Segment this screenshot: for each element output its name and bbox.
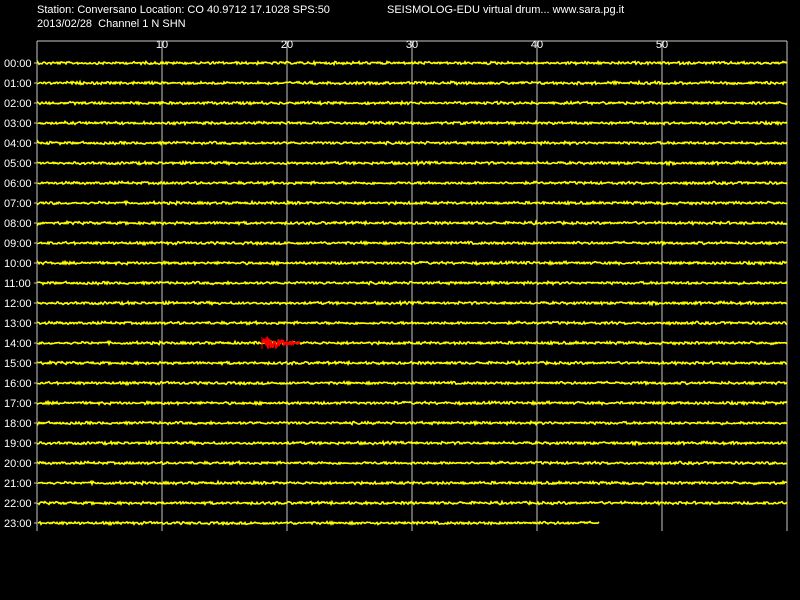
hour-label-10:00: 10:00	[4, 258, 32, 270]
trace-22:00	[37, 499, 788, 507]
hour-label-23:00: 23:00	[4, 518, 32, 530]
hour-label-19:00: 19:00	[4, 438, 32, 450]
hour-label-18:00: 18:00	[4, 418, 32, 430]
trace-12:00	[37, 299, 788, 307]
trace-13:00	[37, 319, 788, 327]
trace-08:00	[37, 219, 788, 227]
trace-23:00	[37, 520, 600, 527]
trace-11:00	[37, 279, 788, 287]
hour-label-02:00: 02:00	[4, 98, 32, 110]
trace-04:00	[37, 139, 788, 147]
hour-label-11:00: 11:00	[4, 278, 31, 290]
trace-10:00	[37, 259, 788, 267]
trace-09:00	[37, 240, 788, 247]
header-date-channel: 2013/02/28 Channel 1 N SHN	[37, 18, 186, 30]
hour-label-20:00: 20:00	[4, 458, 32, 470]
hour-label-22:00: 22:00	[4, 498, 32, 510]
trace-20:00	[37, 459, 788, 467]
hour-label-00:00: 00:00	[4, 58, 32, 70]
hour-labels: 00:00 01:00 02:00 03:00 04:00 05:00 06:00 07:00…	[4, 58, 32, 530]
hour-label-16:00: 16:00	[4, 378, 32, 390]
x-tick-labels: 10 20 30 40 50	[156, 39, 668, 51]
trace-07:00	[37, 199, 788, 207]
hour-label-07:00: 07:00	[4, 198, 32, 210]
header-station-info: Station: Conversano Location: CO 40.9712…	[37, 4, 330, 16]
event-14:00	[261, 336, 301, 350]
hour-label-03:00: 03:00	[4, 118, 32, 130]
trace-02:00	[37, 99, 788, 107]
grid-lines	[34, 40, 788, 531]
trace-16:00	[37, 380, 788, 387]
hour-label-06:00: 06:00	[4, 178, 32, 190]
seismic-events	[261, 336, 301, 350]
header-site-info: SEISMOLOG-EDU virtual drum... www.sara.p…	[387, 4, 625, 16]
trace-06:00	[37, 179, 788, 187]
hour-label-13:00: 13:00	[4, 318, 32, 330]
trace-03:00	[37, 119, 788, 127]
trace-15:00	[37, 359, 788, 367]
hour-label-17:00: 17:00	[4, 398, 32, 410]
hour-label-09:00: 09:00	[4, 238, 32, 250]
hour-label-15:00: 15:00	[4, 358, 32, 370]
trace-01:00	[37, 79, 788, 87]
x-tick-label-20: 20	[281, 39, 293, 51]
trace-21:00	[37, 479, 788, 487]
hour-label-04:00: 04:00	[4, 138, 32, 150]
trace-19:00	[37, 439, 788, 447]
trace-00:00	[37, 59, 788, 67]
hour-label-14:00: 14:00	[4, 338, 32, 350]
trace-14:00	[37, 339, 788, 347]
hour-label-08:00: 08:00	[4, 218, 32, 230]
hour-label-21:00: 21:00	[4, 478, 32, 490]
trace-18:00	[37, 419, 788, 427]
x-tick-label-40: 40	[531, 39, 543, 51]
seismic-traces	[37, 59, 788, 527]
x-tick-label-10: 10	[156, 39, 168, 51]
x-tick-label-50: 50	[656, 39, 668, 51]
trace-17:00	[37, 399, 788, 407]
hour-label-05:00: 05:00	[4, 158, 32, 170]
trace-05:00	[37, 159, 788, 167]
hour-label-01:00: 01:00	[4, 78, 32, 90]
x-tick-label-30: 30	[406, 39, 418, 51]
hour-label-12:00: 12:00	[4, 298, 32, 310]
